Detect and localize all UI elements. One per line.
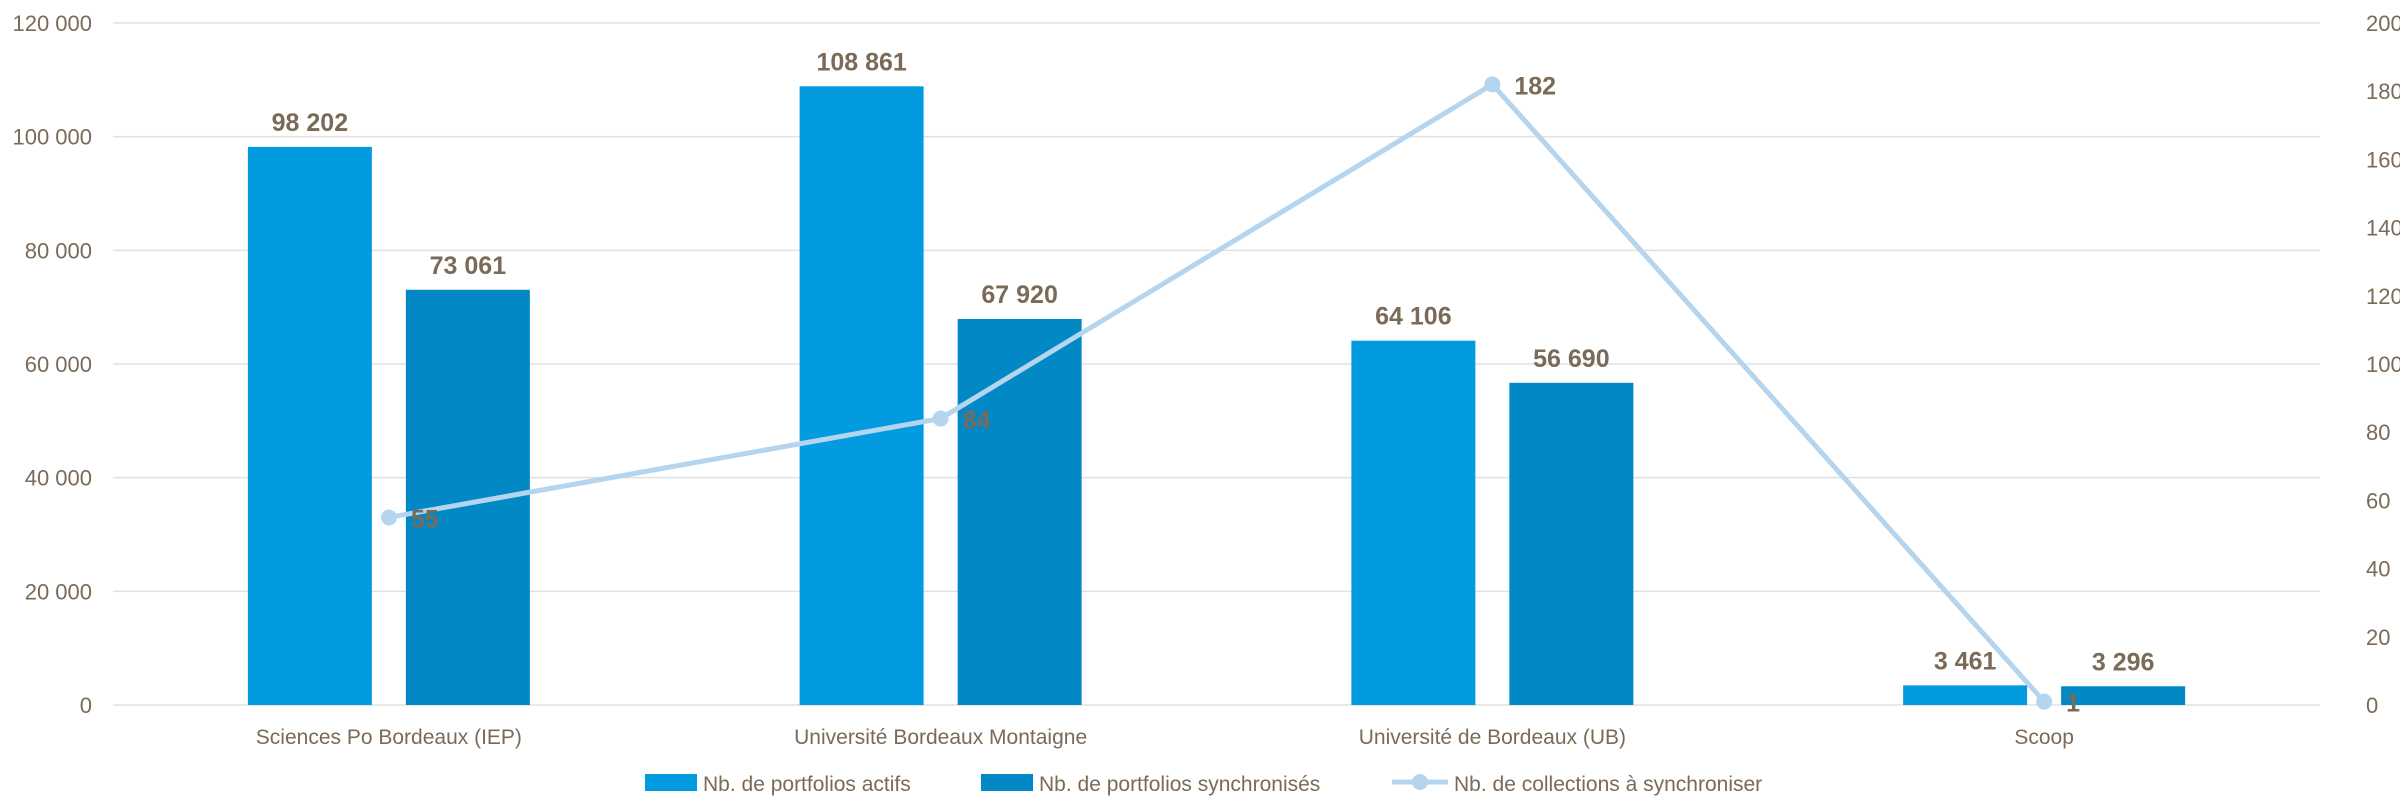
right-axis-tick-label: 140 [2366, 216, 2400, 241]
line-data-label: 1 [2066, 690, 2080, 718]
left-axis-tick-label: 100 000 [12, 125, 92, 150]
line-point [932, 410, 949, 427]
right-axis-tick-label: 160 [2366, 147, 2400, 172]
legend-marker [1412, 774, 1428, 790]
bar-data-label: 108 861 [816, 48, 906, 76]
bar-data-label: 56 690 [1533, 345, 1609, 373]
bar [247, 146, 372, 705]
bar-data-label: 3 461 [1934, 647, 1997, 675]
right-axis-tick-label: 100 [2366, 352, 2400, 377]
category-label: Sciences Po Bordeaux (IEP) [256, 726, 522, 749]
legend-label: Nb. de portfolios synchronisés [1039, 773, 1320, 796]
bar [957, 318, 1082, 705]
legend-label: Nb. de collections à synchroniser [1454, 773, 1762, 796]
category-label: Université Bordeaux Montaigne [794, 726, 1087, 749]
left-axis-tick-label: 60 000 [25, 352, 92, 377]
series-line [388, 81, 2046, 704]
bar-data-label: 98 202 [272, 109, 348, 137]
line-point [2036, 693, 2053, 710]
right-axis-tick-label: 180 [2366, 79, 2400, 104]
bar [1351, 340, 1476, 705]
right-axis-tick-label: 0 [2366, 693, 2378, 718]
bar-data-label: 64 106 [1375, 303, 1451, 331]
line-point [1484, 76, 1501, 93]
left-axis-tick-label: 20 000 [25, 579, 92, 604]
bar [2061, 686, 2186, 705]
legend-swatch [981, 774, 1033, 791]
bar [799, 86, 924, 706]
right-axis-tick-label: 80 [2366, 420, 2390, 445]
left-axis-tick-label: 40 000 [25, 466, 92, 491]
right-axis-tick-label: 60 [2366, 488, 2390, 513]
line-data-label: 55 [411, 505, 439, 533]
bar-data-label: 73 061 [430, 252, 507, 280]
bar [1903, 685, 2028, 705]
line-data-label: 182 [1514, 72, 1556, 100]
left-axis-tick-label: 120 000 [12, 11, 92, 36]
right-axis-tick-label: 200 [2366, 11, 2400, 36]
line-point [380, 509, 397, 526]
right-axis-tick-label: 120 [2366, 284, 2400, 309]
category-label: Université de Bordeaux (UB) [1359, 726, 1626, 749]
bar-data-label: 3 296 [2092, 648, 2155, 676]
left-axis-tick-label: 80 000 [25, 238, 92, 263]
line-data-label: 84 [963, 407, 991, 435]
right-axis-tick-label: 20 [2366, 625, 2390, 650]
left-axis-tick-label: 0 [80, 693, 92, 718]
right-axis-tick-label: 40 [2366, 557, 2390, 582]
legend-swatch [645, 774, 697, 791]
bar-data-label: 67 920 [981, 281, 1057, 309]
category-label: Scoop [2014, 726, 2074, 749]
legend-label: Nb. de portfolios actifs [703, 773, 911, 796]
bar [1509, 382, 1634, 705]
